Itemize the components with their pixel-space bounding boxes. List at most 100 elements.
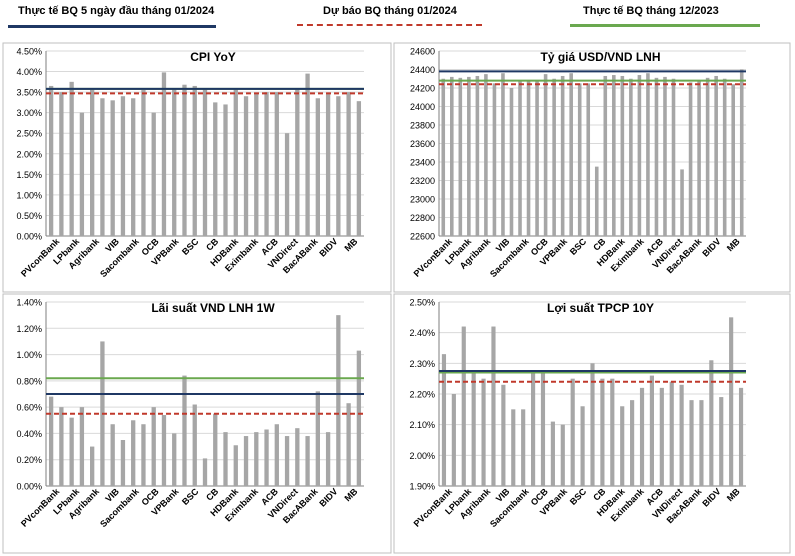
bar bbox=[161, 415, 167, 486]
chart-panel-1: 0.00% 0.50% 1.00% 1.50% 2.00% 2.50% 3.00% 3.50%… bbox=[2, 42, 392, 293]
chart-panel-2: 22600 22800 23000 23200 23400 23600 23800 24000… bbox=[393, 42, 791, 293]
y-tick-label: 1.50% bbox=[16, 170, 42, 180]
bar bbox=[518, 81, 522, 237]
bar bbox=[284, 133, 290, 236]
bar bbox=[243, 96, 249, 236]
bar bbox=[521, 409, 526, 486]
legend-forecast-line bbox=[297, 24, 482, 26]
chart-frame bbox=[2, 293, 392, 554]
bar bbox=[552, 78, 556, 236]
bar bbox=[560, 75, 565, 236]
bar bbox=[709, 360, 714, 486]
bar bbox=[69, 81, 74, 236]
y-tick-label: 23800 bbox=[410, 121, 435, 131]
y-tick-label: 1.40% bbox=[16, 298, 42, 308]
y-tick-label: 2.50% bbox=[16, 129, 42, 139]
bar bbox=[679, 384, 684, 486]
y-tick-label: 0.00% bbox=[16, 482, 42, 492]
y-tick-label: 1.00% bbox=[16, 350, 42, 360]
y-tick-label: 0.20% bbox=[16, 455, 42, 465]
y-tick-label: 1.00% bbox=[16, 190, 42, 200]
y-tick-label: 2.20% bbox=[409, 390, 435, 400]
bar bbox=[233, 445, 238, 486]
bar bbox=[594, 166, 599, 236]
bar bbox=[630, 400, 635, 486]
y-tick-label: 4.00% bbox=[16, 67, 42, 77]
bar bbox=[141, 424, 146, 486]
bar bbox=[688, 82, 693, 236]
y-tick-label: 23200 bbox=[410, 176, 435, 186]
bar bbox=[535, 81, 539, 237]
bar bbox=[202, 458, 208, 486]
legend-actual-5day-line bbox=[8, 25, 216, 28]
bar bbox=[254, 94, 259, 236]
bar bbox=[151, 407, 156, 486]
bar bbox=[90, 88, 95, 236]
legend-actual-5day-label: Thực tế BQ 5 ngày đầu tháng 01/2024 bbox=[18, 5, 215, 17]
bar bbox=[739, 69, 744, 236]
bar bbox=[90, 446, 95, 486]
bar bbox=[172, 433, 177, 486]
bar bbox=[151, 112, 156, 236]
bar bbox=[659, 387, 664, 486]
chart-title: Tỷ giá USD/VND LNH bbox=[540, 50, 660, 64]
bar bbox=[141, 90, 146, 236]
bar bbox=[580, 406, 585, 486]
bar bbox=[639, 387, 645, 486]
bar bbox=[705, 77, 710, 236]
bar bbox=[264, 92, 269, 236]
bar bbox=[738, 387, 744, 486]
bar bbox=[305, 436, 310, 486]
bar bbox=[441, 354, 447, 486]
bar bbox=[295, 88, 300, 236]
bar bbox=[620, 75, 625, 236]
legend-actual-prev-line bbox=[570, 24, 760, 27]
bar bbox=[346, 92, 351, 236]
y-tick-label: 2.30% bbox=[409, 359, 435, 369]
bar bbox=[654, 77, 659, 236]
y-tick-label: 1.20% bbox=[16, 324, 42, 334]
legend-forecast-label: Dự báo BQ tháng 01/2024 bbox=[323, 5, 457, 17]
bar bbox=[450, 76, 454, 237]
bar bbox=[620, 406, 625, 486]
bar bbox=[264, 429, 269, 486]
y-tick-label: 24600 bbox=[410, 47, 435, 57]
y-tick-label: 0.50% bbox=[16, 211, 42, 221]
bar bbox=[182, 375, 187, 486]
bar bbox=[646, 73, 650, 236]
y-tick-label: 0.00% bbox=[16, 232, 42, 242]
y-tick-label: 2.00% bbox=[16, 149, 42, 159]
chart-title: Lợi suất TPCP 10Y bbox=[547, 301, 654, 315]
bar bbox=[663, 76, 667, 237]
y-tick-label: 0.60% bbox=[16, 403, 42, 413]
bar bbox=[223, 432, 228, 486]
y-tick-label: 1.90% bbox=[409, 482, 435, 492]
y-tick-label: 0.40% bbox=[16, 429, 42, 439]
y-tick-label: 3.00% bbox=[16, 108, 42, 118]
bar bbox=[471, 372, 476, 486]
chart-panel-3: 0.00% 0.20% 0.40% 0.60% 0.80% 1.00% 1.20% 1.40%… bbox=[2, 293, 392, 554]
bar bbox=[48, 85, 54, 236]
y-tick-label: 23000 bbox=[410, 195, 435, 205]
bar bbox=[451, 394, 456, 486]
y-tick-label: 2.10% bbox=[409, 420, 435, 430]
bar bbox=[79, 407, 85, 486]
bar bbox=[284, 436, 290, 486]
bar bbox=[315, 391, 320, 486]
bar bbox=[531, 372, 536, 486]
y-tick-label: 22600 bbox=[410, 232, 435, 242]
bar bbox=[689, 400, 694, 486]
y-tick-label: 0.80% bbox=[16, 376, 42, 386]
bar bbox=[325, 94, 331, 236]
bar bbox=[346, 403, 351, 486]
bar bbox=[192, 404, 197, 486]
bar bbox=[336, 315, 341, 486]
y-tick-label: 23400 bbox=[410, 158, 435, 168]
bar bbox=[671, 78, 676, 236]
bar bbox=[59, 92, 64, 236]
y-tick-label: 24200 bbox=[410, 84, 435, 94]
bar bbox=[484, 74, 488, 236]
bar bbox=[649, 375, 654, 486]
bar bbox=[69, 417, 74, 486]
bar bbox=[669, 381, 674, 486]
